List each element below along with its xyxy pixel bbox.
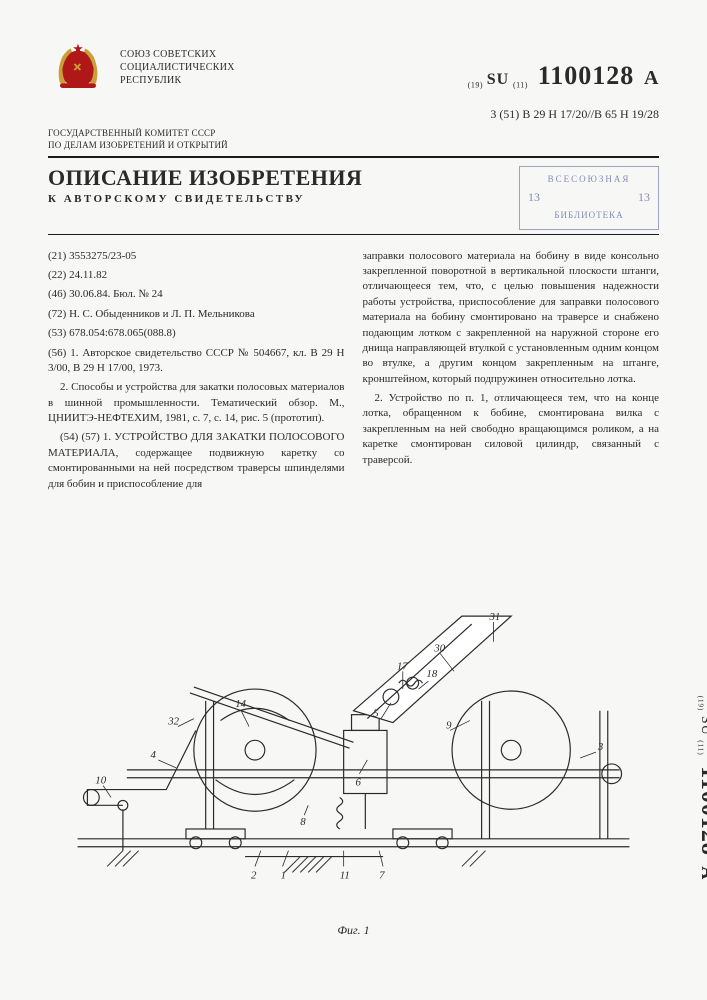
stamp-line1: ВСЕСОЮЗНАЯ: [528, 173, 650, 185]
fig-label-7: 7: [379, 869, 385, 881]
fig-label-14: 14: [235, 698, 246, 710]
code-number: 1100128: [532, 61, 641, 90]
fig-label-30: 30: [433, 643, 445, 655]
code-su: SU: [487, 71, 509, 88]
side-suffix: A: [698, 866, 707, 880]
union-text: СОЮЗ СОВЕТСКИХСОЦИАЛИСТИЧЕСКИХРЕСПУБЛИК: [120, 48, 456, 87]
fig-label-32: 32: [167, 716, 179, 728]
committee-text: ГОСУДАРСТВЕННЫЙ КОМИТЕТ СССРПО ДЕЛАМ ИЗО…: [48, 128, 659, 151]
fig-label-5: 5: [373, 708, 379, 720]
body-columns: (21) 3553275/23-05 (22) 24.11.82 (46) 30…: [48, 249, 659, 579]
fig-label-31: 31: [488, 611, 500, 623]
page: СОЮЗ СОВЕТСКИХСОЦИАЛИСТИЧЕСКИХРЕСПУБЛИК …: [0, 0, 707, 1000]
figure-1: 31 30 17 18 5 9 3 6 14 32 4 10 8 2 1 11 …: [48, 610, 659, 910]
stamp-line3: БИБЛИОТЕКА: [528, 209, 650, 221]
field-53: (53) 678.054:678.065(088.8): [48, 326, 345, 341]
reference-2: 2. Способы и устройства для закатки поло…: [48, 380, 345, 426]
field-72: (72) Н. С. Обыденников и Л. П. Мельников…: [48, 307, 345, 322]
fig-label-18: 18: [426, 668, 437, 680]
fig-label-11: 11: [340, 869, 350, 881]
library-stamp: ВСЕСОЮЗНАЯ 13 13 БИБЛИОТЕКА: [519, 166, 659, 230]
classification-row: 3 (51) В 29 Н 17/20//В 65 Н 19/28: [48, 106, 659, 122]
fig-label-3: 3: [597, 741, 604, 753]
fig-label-9: 9: [446, 719, 452, 731]
title-block: ОПИСАНИЕ ИЗОБРЕТЕНИЯ К АВТОРСКОМУ СВИДЕТ…: [48, 166, 362, 207]
field-22: (22) 24.11.82: [48, 268, 345, 283]
rule-mid: [48, 234, 659, 235]
field-46: (46) 30.06.84. Бюл. № 24: [48, 287, 345, 302]
document-code: (19) SU (11) 1100128 A: [468, 58, 659, 93]
side-document-code: (19) SU (11) 1100128 A: [693, 695, 707, 880]
fig-label-17: 17: [397, 660, 408, 672]
class-value: В 29 Н 17/20//В 65 Н 19/28: [522, 107, 659, 121]
rule-top: [48, 156, 659, 158]
header-row: СОЮЗ СОВЕТСКИХСОЦИАЛИСТИЧЕСКИХРЕСПУБЛИК …: [48, 40, 659, 100]
side-su: SU: [698, 716, 707, 736]
body-col2a: заправки полосового материала на бобину …: [363, 249, 660, 388]
fig-label-4: 4: [150, 749, 156, 761]
field-54-57: (54) (57) 1. УСТРОЙСТВО ДЛЯ ЗАКАТКИ ПОЛО…: [48, 430, 345, 492]
side-prefix: (19): [697, 695, 705, 711]
code-mid: (11): [513, 81, 528, 90]
code-suffix: A: [644, 67, 659, 89]
body-col2b: 2. Устройство по п. 1, отличающееся тем,…: [363, 391, 660, 468]
title-row: ОПИСАНИЕ ИЗОБРЕТЕНИЯ К АВТОРСКОМУ СВИДЕТ…: [48, 166, 659, 230]
stamp-right: 13: [638, 189, 650, 205]
fig-label-8: 8: [300, 816, 306, 828]
stamp-left: 13: [528, 189, 540, 205]
ussr-emblem-icon: [48, 40, 108, 100]
fig-label-1: 1: [281, 869, 286, 881]
fig-label-10: 10: [95, 775, 106, 787]
code-prefix: (19): [468, 81, 483, 90]
fig-label-6: 6: [355, 777, 361, 789]
sub-title: К АВТОРСКОМУ СВИДЕТЕЛЬСТВУ: [48, 192, 362, 207]
side-mid: (11): [697, 740, 705, 755]
side-number: 1100128: [696, 760, 707, 862]
main-title: ОПИСАНИЕ ИЗОБРЕТЕНИЯ: [48, 166, 362, 190]
fig-label-2: 2: [251, 869, 257, 881]
figure-caption: Фиг. 1: [0, 922, 707, 938]
stamp-row: 13 13: [528, 189, 650, 205]
class-prefix: 3 (51): [490, 107, 519, 121]
field-56: (56) 1. Авторское свидетельство СССР № 5…: [48, 346, 345, 377]
field-21: (21) 3553275/23-05: [48, 249, 345, 264]
